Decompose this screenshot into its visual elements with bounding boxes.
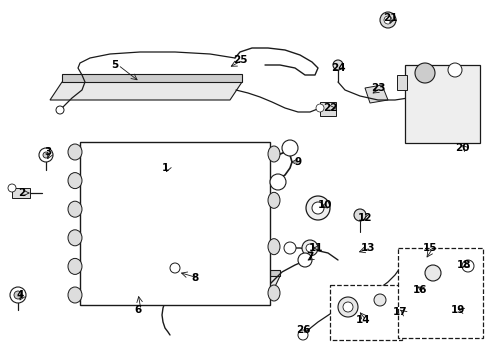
Ellipse shape (68, 287, 82, 303)
Bar (404, 65, 479, 143)
Text: 16: 16 (412, 285, 427, 295)
Circle shape (342, 302, 352, 312)
Bar (397, 248, 482, 338)
Text: 20: 20 (454, 143, 468, 153)
Ellipse shape (68, 258, 82, 274)
Text: 25: 25 (232, 55, 247, 65)
Circle shape (43, 152, 49, 158)
Polygon shape (364, 85, 387, 103)
Text: 6: 6 (134, 305, 142, 315)
Ellipse shape (68, 230, 82, 246)
Circle shape (353, 209, 365, 221)
Text: 18: 18 (456, 260, 470, 270)
Circle shape (311, 202, 324, 214)
Circle shape (337, 297, 357, 317)
Circle shape (8, 184, 16, 192)
Text: 10: 10 (317, 200, 331, 210)
Ellipse shape (68, 144, 82, 160)
Circle shape (424, 265, 440, 281)
Circle shape (14, 291, 22, 299)
Circle shape (284, 242, 295, 254)
Circle shape (269, 174, 285, 190)
Polygon shape (126, 270, 280, 276)
Polygon shape (412, 293, 447, 318)
Text: 3: 3 (44, 147, 52, 157)
Ellipse shape (267, 146, 280, 162)
Bar (12, 188, 30, 198)
Text: 12: 12 (357, 213, 371, 223)
Bar (319, 102, 335, 116)
Circle shape (56, 106, 64, 114)
Text: 17: 17 (392, 307, 407, 317)
Text: 2: 2 (19, 188, 25, 198)
Text: 5: 5 (111, 60, 119, 70)
Polygon shape (50, 82, 242, 100)
Text: 26: 26 (295, 325, 309, 335)
Circle shape (305, 196, 329, 220)
Circle shape (461, 260, 473, 272)
Ellipse shape (267, 192, 280, 208)
Circle shape (379, 12, 395, 28)
Circle shape (373, 294, 385, 306)
Ellipse shape (267, 239, 280, 255)
Polygon shape (118, 276, 280, 293)
Circle shape (447, 63, 461, 77)
Bar (329, 285, 401, 340)
Text: 21: 21 (382, 13, 396, 23)
Circle shape (414, 63, 434, 83)
Circle shape (302, 240, 317, 256)
Text: 4: 4 (16, 290, 23, 300)
Circle shape (39, 148, 53, 162)
Polygon shape (62, 74, 242, 82)
Circle shape (170, 263, 180, 273)
Text: 15: 15 (422, 243, 436, 253)
Text: 7: 7 (305, 252, 313, 262)
Text: 24: 24 (330, 63, 345, 73)
Circle shape (297, 330, 307, 340)
Text: 1: 1 (161, 163, 168, 173)
Ellipse shape (68, 201, 82, 217)
Circle shape (10, 287, 26, 303)
Circle shape (297, 253, 311, 267)
Text: 9: 9 (294, 157, 301, 167)
Text: 19: 19 (450, 305, 464, 315)
Text: 14: 14 (355, 315, 369, 325)
Circle shape (282, 140, 297, 156)
Ellipse shape (68, 172, 82, 189)
Text: 11: 11 (308, 243, 323, 253)
Bar (80, 142, 269, 305)
Bar (396, 75, 406, 90)
Text: 8: 8 (191, 273, 198, 283)
Circle shape (383, 16, 391, 24)
Text: 13: 13 (360, 243, 374, 253)
Text: 23: 23 (370, 83, 385, 93)
Text: 22: 22 (322, 103, 337, 113)
Circle shape (305, 244, 313, 252)
Ellipse shape (267, 285, 280, 301)
Circle shape (332, 60, 342, 70)
Circle shape (315, 104, 324, 112)
